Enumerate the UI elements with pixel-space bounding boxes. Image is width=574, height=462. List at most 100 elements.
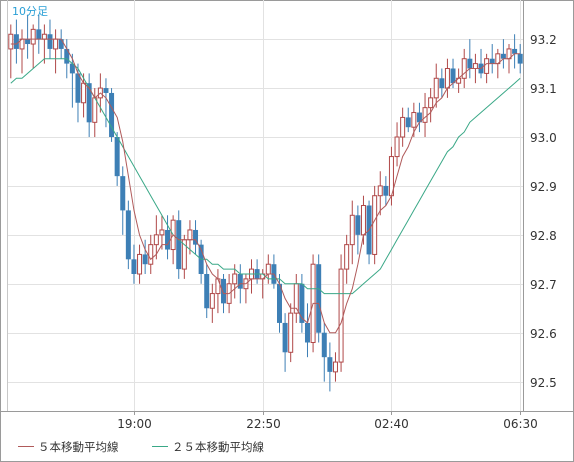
candle — [349, 200, 355, 265]
candle — [282, 313, 288, 372]
timeframe-label: 10分足 — [12, 5, 48, 18]
y-tick-label: 93.2 — [530, 33, 557, 47]
candle-body-down — [125, 210, 131, 260]
candle — [25, 14, 31, 59]
candle-body-down — [304, 322, 310, 343]
candle — [36, 14, 42, 54]
candle — [416, 102, 422, 133]
candle-body-down — [13, 34, 19, 49]
candle-body-down — [204, 274, 210, 309]
x-tick-label: 22:50 — [246, 417, 281, 431]
gridlines — [8, 0, 523, 415]
candle-body-up — [422, 107, 428, 123]
candle — [316, 254, 322, 343]
moving-average-lines — [10, 38, 521, 334]
candle — [461, 48, 467, 89]
legend: ５本移動平均線 ２５本移動平均線 — [18, 440, 264, 454]
candle — [512, 34, 518, 69]
candle-body-down — [75, 73, 81, 103]
candle — [114, 132, 120, 186]
candle-body-up — [360, 205, 366, 236]
candle-body-up — [137, 253, 143, 275]
candle-body-up — [81, 82, 87, 104]
candles — [8, 14, 523, 392]
candle-body-up — [377, 185, 383, 197]
candle — [394, 122, 400, 167]
y-tick-label: 92.8 — [530, 229, 557, 243]
candle — [355, 205, 361, 255]
candle-body-down — [327, 357, 333, 372]
candle — [165, 215, 171, 260]
candle-body-down — [142, 254, 148, 265]
candle-body-up — [444, 68, 450, 89]
candle — [405, 107, 411, 133]
candle-body-down — [165, 229, 171, 250]
candle-body-up — [209, 293, 215, 309]
candle-body-down — [109, 92, 115, 137]
candle — [86, 73, 92, 137]
y-tick-label: 93.0 — [530, 131, 557, 145]
candle-body-down — [512, 48, 518, 54]
y-tick-label: 92.5 — [530, 376, 557, 390]
candle — [377, 171, 383, 216]
candle — [103, 78, 109, 128]
candle — [193, 220, 199, 255]
legend-label: ２５本移動平均線 — [172, 440, 264, 454]
candle-body-down — [439, 78, 445, 89]
candle — [232, 264, 238, 299]
candle — [131, 244, 137, 284]
candle-body-up — [215, 278, 221, 295]
candle-body-down — [321, 332, 327, 358]
candle — [109, 88, 115, 142]
candle-body-up — [461, 58, 467, 79]
candle — [137, 244, 143, 284]
candle-body-up — [187, 229, 193, 241]
legend-item: ５本移動平均線 — [18, 440, 119, 454]
candle-body-up — [332, 361, 338, 373]
candle-body-down — [86, 83, 92, 123]
candle — [204, 264, 210, 319]
candle — [332, 352, 338, 382]
candle — [467, 39, 473, 79]
candle — [159, 215, 165, 250]
candle-body-down — [416, 112, 422, 123]
candle — [489, 44, 495, 74]
candle-body-down — [221, 278, 227, 304]
candle — [500, 39, 506, 69]
candle-body-down — [299, 283, 305, 323]
candle-body-down — [489, 58, 495, 64]
y-tick-label: 92.6 — [530, 327, 557, 341]
x-tick-label: 06:30 — [503, 417, 538, 431]
y-axis-labels: 93.2 93.1 93.0 92.9 92.8 92.7 92.6 92.5 — [530, 33, 557, 390]
candle-body-up — [288, 312, 294, 353]
candle-body-up — [411, 112, 417, 128]
candle-body-up — [349, 214, 355, 246]
candle — [304, 303, 310, 358]
candle — [400, 107, 406, 147]
candle-body-down — [383, 185, 389, 196]
candle — [484, 53, 490, 84]
candle-body-down — [517, 53, 523, 64]
x-tick-label: 19:00 — [117, 417, 152, 431]
candle-body-down — [58, 39, 64, 49]
candle-body-up — [148, 244, 154, 265]
x-tick-label: 02:40 — [374, 417, 409, 431]
candle-body-up — [8, 33, 14, 50]
candle-body-up — [153, 234, 159, 246]
candle — [120, 166, 126, 235]
candle — [517, 44, 523, 74]
candle — [142, 239, 148, 274]
candle-body-down — [355, 215, 361, 235]
candle-body-up — [338, 268, 344, 363]
candle — [439, 68, 445, 98]
candle — [321, 322, 327, 382]
candle — [125, 200, 131, 270]
candle-body-down — [120, 176, 126, 211]
candle-body-down — [450, 68, 456, 84]
candle — [344, 234, 350, 284]
candle-body-down — [237, 274, 243, 289]
candle-body-down — [467, 58, 473, 69]
